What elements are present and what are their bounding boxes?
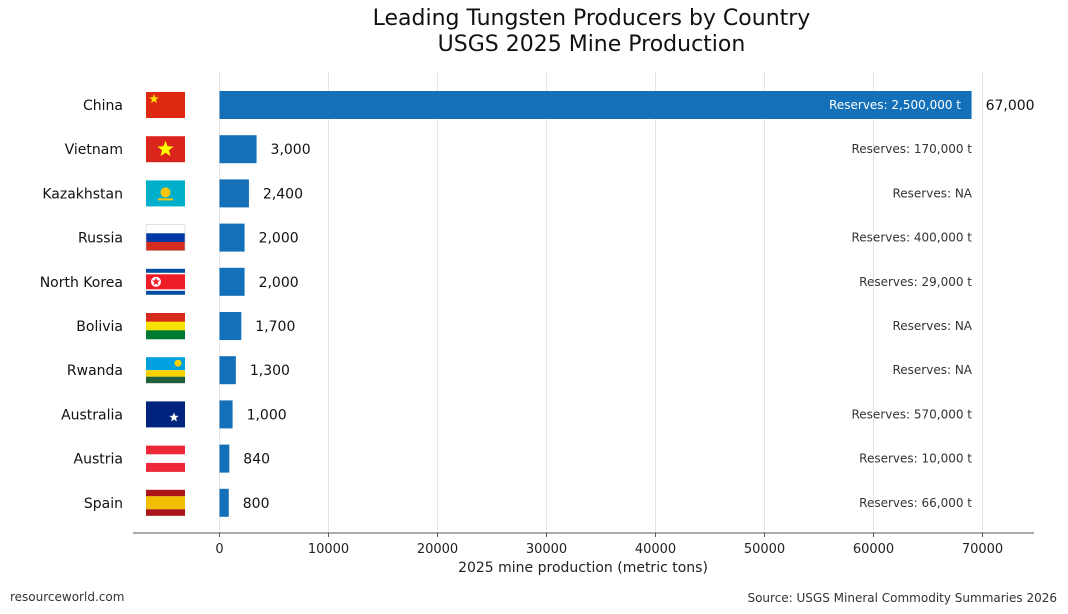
reserves-label: Reserves: 10,000 t	[859, 452, 972, 466]
value-label: 2,000	[259, 275, 299, 291]
chart-subtitle: USGS 2025 Mine Production	[437, 32, 746, 57]
value-label: 1,000	[247, 407, 287, 423]
value-label: 1,700	[255, 319, 295, 335]
bar	[219, 179, 249, 208]
x-tick-label: 0	[215, 542, 223, 557]
china-flag-icon	[146, 92, 185, 118]
bar	[219, 356, 236, 385]
russia-flag-icon	[145, 224, 186, 251]
x-tick-label: 30000	[526, 542, 567, 557]
footer-site: resourceworld.com	[10, 590, 125, 604]
bar	[219, 91, 972, 119]
reserves-label: Reserves: NA	[892, 319, 972, 333]
footer-source: Source: USGS Mineral Commodity Summaries…	[747, 591, 1057, 605]
vietnam-flag-icon	[146, 136, 185, 163]
x-tick-label: 50000	[744, 542, 785, 557]
bar	[219, 223, 245, 252]
reserves-label: Reserves: NA	[892, 186, 972, 200]
bolivia-flag-icon	[146, 313, 185, 340]
austria-flag-icon	[146, 445, 185, 472]
category-label: Bolivia	[76, 319, 123, 335]
value-label: 800	[243, 496, 270, 512]
x-tick-label: 20000	[417, 542, 458, 557]
x-tick-label: 60000	[853, 542, 894, 557]
value-label: 840	[243, 452, 270, 468]
category-label: Spain	[84, 496, 123, 512]
bar	[219, 267, 245, 296]
kazakhstan-flag-icon	[146, 180, 185, 207]
reserves-label: Reserves: 29,000 t	[859, 275, 972, 289]
category-label: North Korea	[40, 275, 123, 291]
reserves-label: Reserves: 570,000 t	[852, 407, 973, 421]
bar	[219, 135, 257, 164]
category-label: China	[83, 98, 123, 114]
reserves-label: Reserves: 66,000 t	[859, 496, 972, 510]
bar	[219, 312, 242, 340]
category-label: Vietnam	[65, 142, 123, 158]
category-label: Kazakhstan	[42, 186, 123, 202]
value-label: 2,000	[259, 231, 299, 247]
value-label: 3,000	[271, 142, 311, 158]
x-tick-label: 10000	[308, 542, 349, 557]
reserves-label: Reserves: 2,500,000 t	[829, 98, 961, 112]
north-korea-flag-icon	[146, 268, 185, 295]
x-tick-label: 40000	[635, 542, 676, 557]
australia-flag-icon	[146, 401, 185, 428]
bar	[219, 400, 233, 429]
category-label: Rwanda	[67, 363, 123, 379]
value-label: 1,300	[250, 363, 290, 379]
reserves-label: Reserves: 170,000 t	[852, 142, 973, 156]
category-label: Austria	[74, 452, 123, 468]
value-label: 67,000	[986, 98, 1035, 114]
chart-title: Leading Tungsten Producers by Country	[372, 6, 811, 31]
value-label: 2,400	[263, 186, 303, 202]
x-axis-label: 2025 mine production (metric tons)	[458, 560, 708, 576]
category-label: Australia	[61, 407, 123, 423]
bar	[219, 444, 230, 473]
reserves-label: Reserves: 400,000 t	[852, 231, 973, 245]
reserves-label: Reserves: NA	[892, 363, 972, 377]
x-tick-label: 70000	[962, 542, 1003, 557]
spain-flag-icon	[146, 489, 185, 516]
rwanda-flag-icon	[146, 357, 185, 384]
category-label: Russia	[78, 231, 123, 247]
bar	[219, 488, 229, 517]
